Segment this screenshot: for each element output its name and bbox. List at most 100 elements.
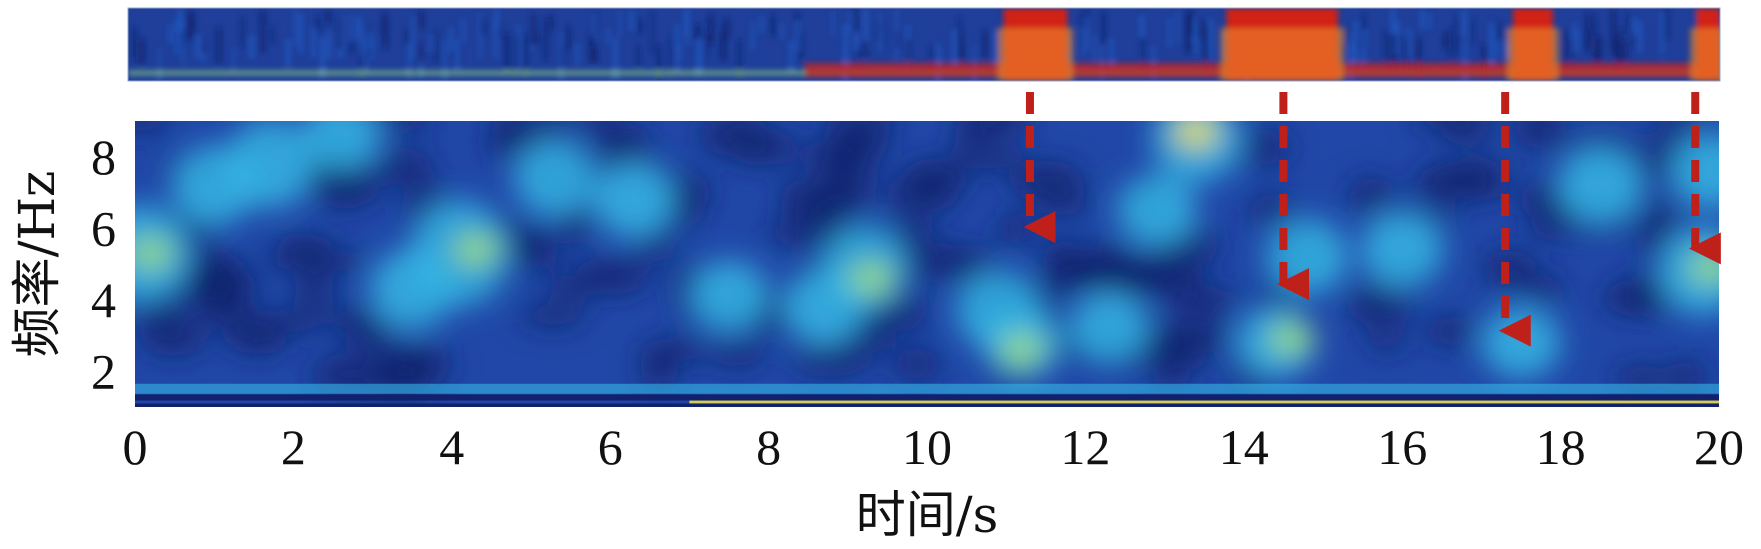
top-texture	[434, 29, 438, 65]
x-tick-label: 16	[1377, 419, 1427, 475]
top-texture	[724, 18, 729, 39]
top-texture	[1449, 28, 1453, 70]
top-texture	[1384, 29, 1387, 67]
top-texture	[1361, 46, 1366, 77]
top-texture	[357, 16, 362, 36]
top-texture	[1109, 37, 1114, 71]
top-texture	[589, 32, 593, 63]
top-texture	[559, 47, 563, 81]
top-texture	[350, 38, 354, 54]
dark-cell	[316, 165, 379, 209]
dark-cell	[951, 121, 992, 144]
top-texture	[669, 35, 672, 78]
top-texture	[738, 39, 742, 81]
dark-cell	[1008, 160, 1085, 199]
top-texture	[857, 45, 860, 79]
top-texture	[636, 44, 640, 69]
top-texture	[368, 32, 373, 49]
x-axis-ticks: 0 2 4 6 8 10 12 14 16 18 20	[123, 419, 1745, 475]
top-texture	[443, 39, 447, 81]
top-texture	[132, 27, 136, 60]
top-texture	[960, 31, 963, 58]
top-texture	[1665, 8, 1669, 40]
energy-streak	[225, 121, 315, 209]
top-texture	[177, 16, 183, 32]
dark-cell	[1601, 280, 1677, 317]
dark-cell	[508, 239, 548, 263]
top-texture	[651, 9, 654, 54]
top-texture	[720, 29, 724, 59]
annotation-arrows	[1023, 92, 1721, 347]
top-texture	[1364, 44, 1367, 81]
top-texture	[958, 16, 961, 59]
top-texture	[675, 23, 679, 49]
top-texture	[241, 16, 244, 48]
dark-cell	[779, 181, 850, 204]
top-texture	[1189, 9, 1194, 37]
y-tick-label: 2	[91, 343, 116, 399]
top-texture	[983, 29, 988, 59]
top-texture	[1093, 34, 1096, 60]
top-texture	[1496, 40, 1500, 56]
top-texture	[478, 12, 482, 58]
top-burst-halo-0	[997, 28, 1074, 81]
top-texture	[298, 13, 303, 54]
top-texture	[853, 31, 859, 51]
top-texture	[1489, 21, 1495, 64]
top-texture	[1463, 41, 1467, 81]
top-texture	[337, 16, 341, 50]
energy-peak	[1689, 251, 1719, 284]
dark-cell	[729, 128, 798, 166]
top-texture	[853, 8, 858, 33]
x-tick-label: 4	[439, 419, 464, 475]
x-axis-label: 时间/s	[856, 486, 999, 544]
top-texture	[675, 31, 679, 73]
x-tick-label: 6	[598, 419, 623, 475]
top-texture	[1397, 19, 1400, 35]
top-texture	[326, 8, 331, 25]
top-texture	[1100, 44, 1104, 79]
top-texture	[311, 27, 316, 58]
dark-cell	[263, 247, 334, 270]
top-texture	[930, 46, 933, 71]
top-texture	[383, 13, 388, 49]
low-frequency-bands	[135, 383, 1719, 407]
top-texture	[771, 14, 775, 37]
top-spectrogram-field	[128, 8, 1720, 81]
top-texture	[1572, 22, 1577, 40]
top-texture	[548, 15, 553, 31]
top-texture	[1471, 19, 1474, 45]
top-texture	[936, 41, 940, 81]
top-texture	[708, 14, 714, 45]
top-texture	[1562, 30, 1567, 69]
dark-cell	[1513, 121, 1567, 149]
top-burst-halo-2	[1507, 28, 1559, 81]
dark-cell	[196, 294, 254, 327]
top-texture	[195, 35, 201, 59]
energy-peak	[1174, 121, 1219, 148]
main-spectrogram-panel	[135, 121, 1719, 407]
top-texture	[1660, 12, 1664, 55]
x-tick-label: 12	[1060, 419, 1110, 475]
top-texture	[1176, 10, 1179, 44]
top-texture	[249, 34, 255, 59]
top-texture	[1102, 11, 1106, 45]
top-texture	[1141, 37, 1145, 75]
x-tick-label: 8	[756, 419, 781, 475]
energy-peak	[1269, 323, 1314, 356]
top-texture	[1085, 16, 1089, 52]
top-texture	[1617, 28, 1622, 67]
top-texture	[576, 42, 580, 65]
top-texture	[993, 30, 999, 68]
top-texture	[800, 32, 803, 62]
dark-cell	[893, 348, 942, 381]
dark-cell	[373, 150, 435, 185]
top-texture	[1463, 9, 1468, 40]
top-texture	[1198, 18, 1203, 40]
top-texture	[695, 39, 701, 77]
energy-streak	[1151, 121, 1241, 184]
top-texture	[1461, 11, 1464, 36]
dark-cell	[995, 213, 1038, 244]
top-texture	[1185, 12, 1191, 53]
